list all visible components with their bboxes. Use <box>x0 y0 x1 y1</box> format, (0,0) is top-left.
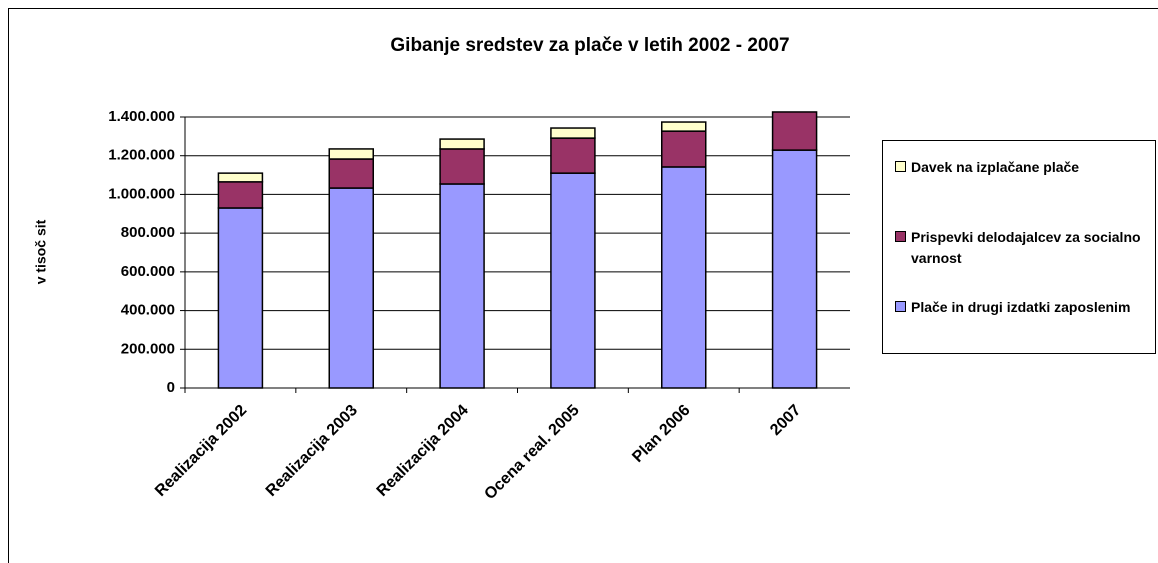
legend-item: Davek na izplačane plače <box>895 157 1158 178</box>
x-tick-label: Ocena real. 2005 <box>481 402 582 503</box>
y-tick-label: 200.000 <box>121 340 175 357</box>
bar-segment <box>661 121 707 132</box>
bar-segment <box>661 166 707 389</box>
bar-segment <box>328 148 374 160</box>
y-tick-label: 600.000 <box>121 263 175 280</box>
legend-swatch <box>895 231 906 242</box>
legend-item: Plače in drugi izdatki zaposlenim <box>895 297 1158 318</box>
y-tick-label: 0 <box>167 379 175 396</box>
legend-item: Prispevki delodajalcev za socialno varno… <box>895 227 1158 269</box>
x-tick-label: Realizacija 2003 <box>263 402 361 500</box>
chart-border <box>8 8 1158 563</box>
bar-segment <box>550 127 596 139</box>
bar-segment <box>328 187 374 389</box>
legend-label: Davek na izplačane plače <box>911 159 1080 175</box>
x-tick-label: Realizacija 2004 <box>374 402 472 500</box>
x-tick-label: Realizacija 2002 <box>152 402 250 500</box>
y-axis-title: v tisoč sit <box>33 219 49 284</box>
bar-segment <box>661 130 707 168</box>
bar-segment <box>217 207 264 389</box>
legend: Davek na izplačane plače Prispevki deloda… <box>882 140 1156 354</box>
legend-swatch <box>895 301 906 312</box>
bar-segment <box>771 149 818 389</box>
bar-segment <box>550 137 596 174</box>
bar-segment <box>217 181 264 209</box>
y-tick-label: 400.000 <box>121 302 175 319</box>
bar-segment <box>217 172 264 183</box>
bar-segment <box>771 111 818 151</box>
x-tick-label: 2007 <box>767 402 804 439</box>
y-tick-label: 1.000.000 <box>108 185 175 202</box>
y-tick-label: 800.000 <box>121 224 175 241</box>
bar-segment <box>439 148 485 185</box>
bar-segment <box>439 138 485 150</box>
bar-segment <box>328 158 374 189</box>
y-tick-label: 1.200.000 <box>108 147 175 164</box>
bar-segment <box>550 172 596 389</box>
legend-swatch <box>895 161 906 172</box>
legend-label: Prispevki delodajalcev za socialno varno… <box>911 229 1141 266</box>
y-tick-label: 1.400.000 <box>108 108 175 125</box>
legend-label: Plače in drugi izdatki zaposlenim <box>911 299 1131 315</box>
x-tick-label: Plan 2006 <box>629 402 693 466</box>
bar-segment <box>439 183 485 389</box>
chart-title: Gibanje sredstev za plače v letih 2002 -… <box>390 35 789 56</box>
